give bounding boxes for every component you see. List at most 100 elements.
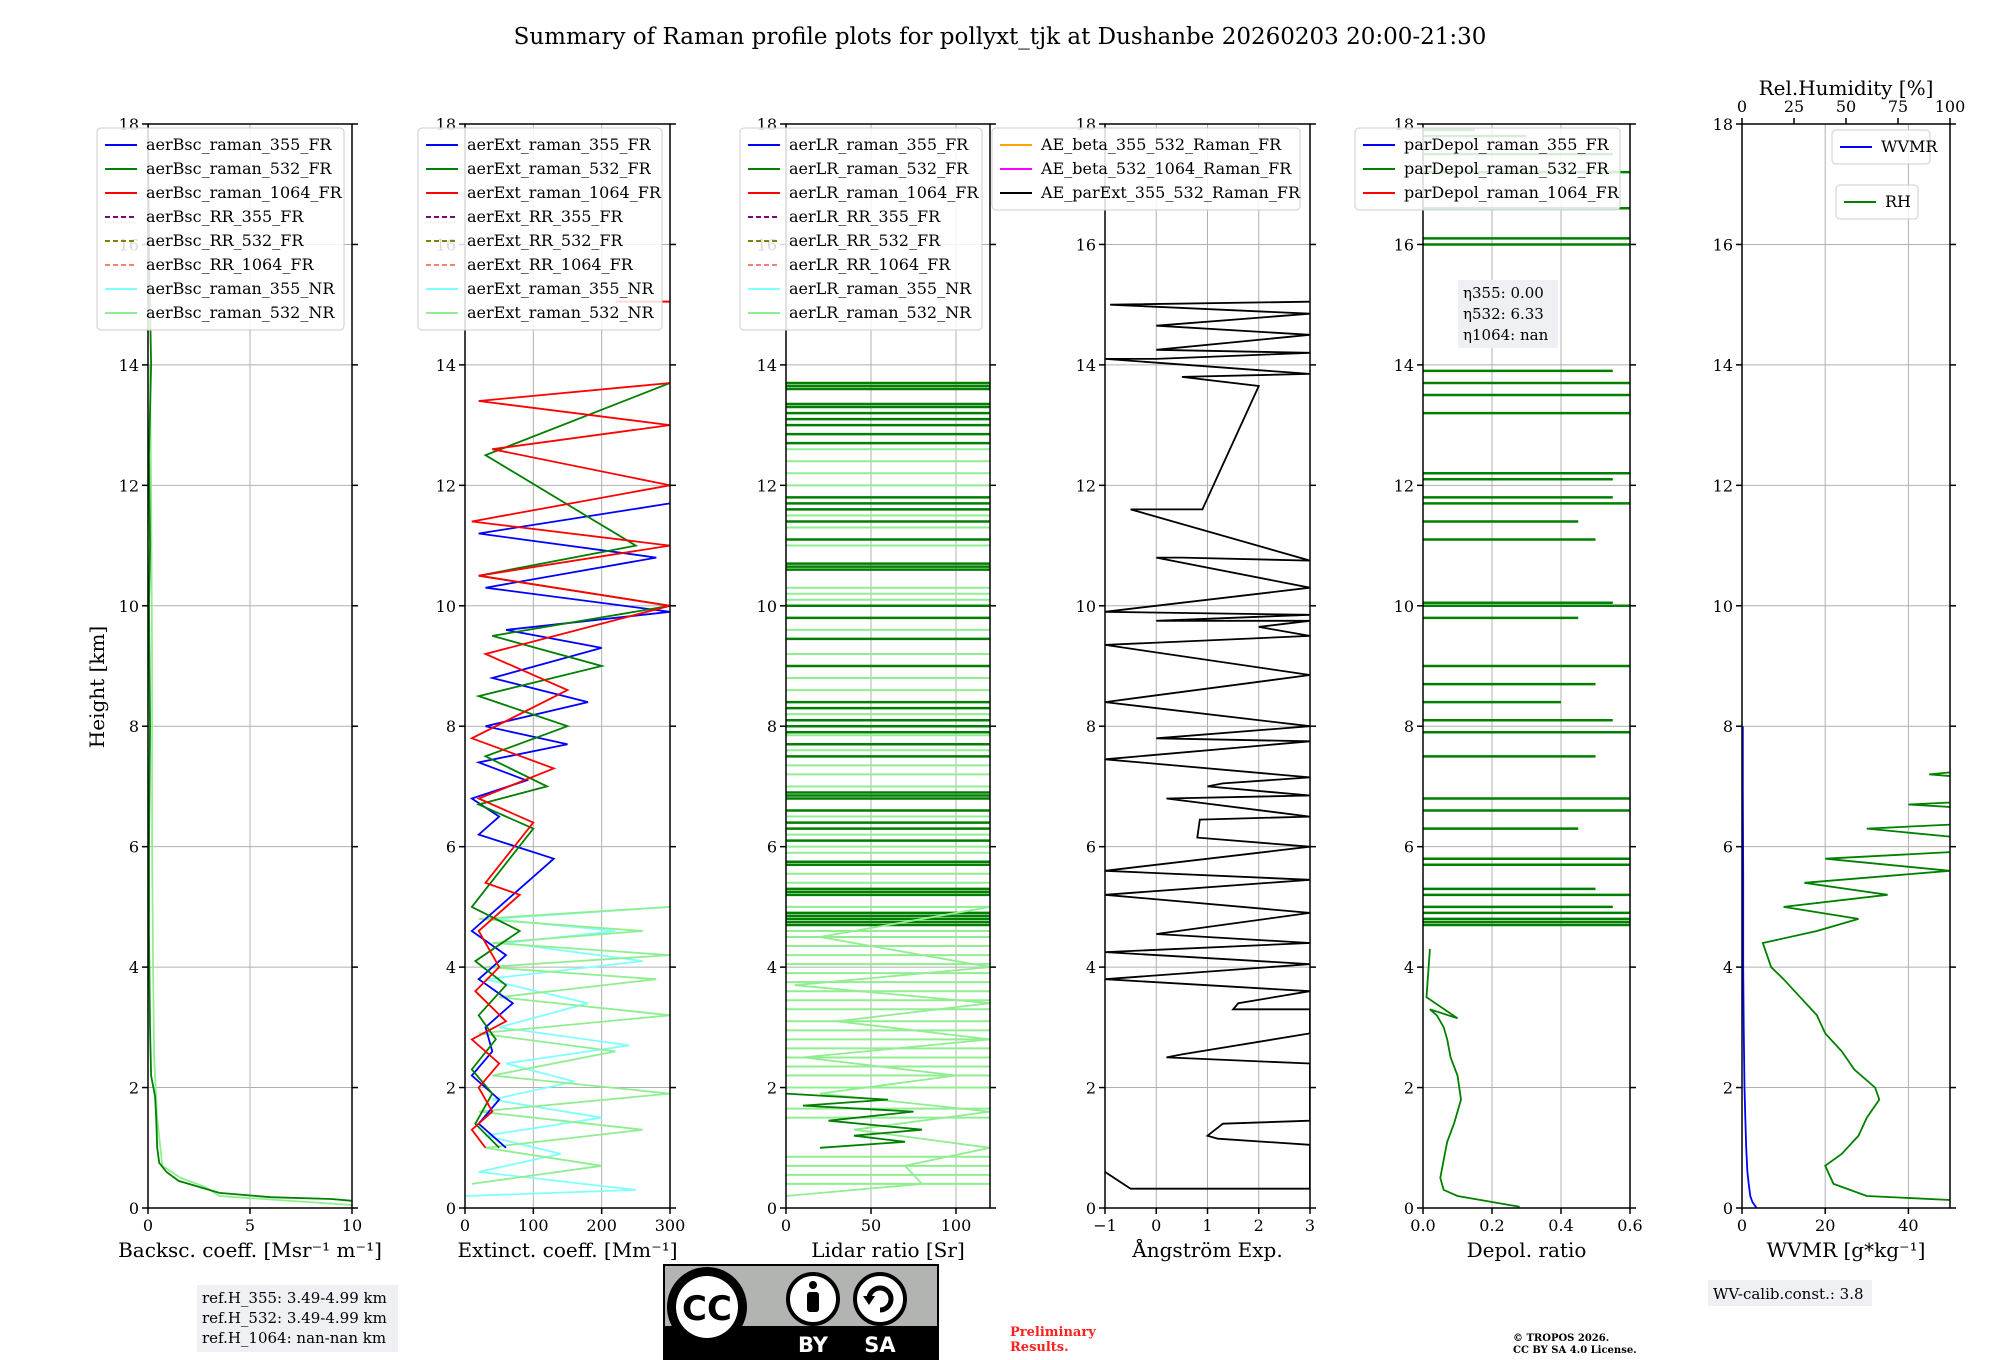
ytick-label: 6 [1086,838,1096,857]
top-axis-label: Rel.Humidity [%] [1759,76,1934,100]
ytick-label: 14 [119,356,139,375]
ytick-label: 6 [1404,838,1414,857]
eta-box: η355: 0.00 η532: 6.33 η1064: nan [1458,280,1558,348]
legend-entry: AE_beta_355_532_Raman_FR [1040,135,1282,154]
xtick-label: 0 [143,1216,153,1235]
legend-entry: aerExt_raman_532_NR [467,303,655,322]
figure-title: Summary of Raman profile plots for polly… [514,24,1487,50]
xaxis-label-ext: Extinct. coeff. [Mm⁻¹] [457,1238,677,1262]
series-aerExt_raman_355_FR [469,502,670,1149]
legend-entry: AE_beta_532_1064_Raman_FR [1040,159,1292,178]
panel-bsc: 0246810121416180510Backsc. coeff. [Msr⁻¹… [96,115,398,1352]
cc-icon-text: CC [682,1289,732,1329]
panel-ext: 0246810121416180100200300Extinct. coeff.… [417,115,685,1262]
ytick-label: 0 [1086,1199,1096,1218]
xtick-label: −1 [1093,1216,1117,1235]
plot-area-bsc [148,124,352,1206]
xtick-label: 0 [460,1216,470,1235]
legend-entry: aerLR_raman_532_FR [789,159,969,178]
ytick-label: 10 [119,597,139,616]
plot-area-wv [1742,726,1950,1208]
ytick-label: 2 [129,1079,139,1098]
legend-entry: aerLR_RR_355_FR [789,207,941,226]
ytick-label: 8 [1086,717,1096,736]
ytick-label: 4 [1404,958,1414,977]
eta-value: η1064: nan [1463,326,1549,344]
legend-entry: aerBsc_raman_355_FR [146,135,332,154]
ytick-label: 4 [1723,958,1733,977]
legend-entry: aerBsc_raman_1064_FR [146,183,343,202]
legend-entry: aerExt_raman_532_FR [467,159,652,178]
ytick-label: 16 [1394,235,1414,254]
series-aerExt_raman_532_NR [471,906,670,1185]
y-axis-label: Height [km] [85,626,109,748]
copyright-line2: CC BY SA 4.0 License. [1513,1345,1637,1356]
reference-height-box: ref.H_355: 3.49-4.99 km ref.H_532: 3.49-4… [197,1285,398,1352]
ytick-label: 0 [129,1199,139,1218]
ytick-label: 4 [129,958,139,977]
xtick-label: 40 [1898,1216,1918,1235]
cc-sa-label: SA [864,1333,896,1357]
ytick-label: 4 [1086,958,1096,977]
xaxis-label-bsc: Backsc. coeff. [Msr⁻¹ m⁻¹] [118,1238,382,1262]
ytick-label: 2 [1086,1079,1096,1098]
series-aerExt_raman_355_NR [465,906,670,1197]
annotation-bg [197,1285,398,1352]
top-xtick-label: 25 [1784,97,1804,116]
legend-entry: aerBsc_RR_532_FR [146,231,304,250]
ytick-label: 14 [757,356,777,375]
preliminary-results-line2: Results. [1010,1340,1069,1355]
ytick-label: 14 [1076,356,1096,375]
ytick-label: 10 [1076,597,1096,616]
annotation-bg [1458,280,1558,348]
ytick-label: 6 [129,838,139,857]
xaxis-label-wv: WVMR [g*kg⁻¹] [1767,1238,1926,1262]
legend-rh: RH [1835,184,1919,220]
xtick-label: 50 [861,1216,881,1235]
ytick-label: 12 [436,476,456,495]
series-RH [1761,771,1950,1201]
series-aerExt_raman_532_FR [470,382,670,1149]
xtick-label: 0 [781,1216,791,1235]
axes-frame [464,123,671,1209]
ytick-label: 12 [1713,476,1733,495]
ytick-label: 6 [767,838,777,857]
series-parDepol_raman_532_FR [1425,948,1520,1208]
ytick-label: 8 [1723,717,1733,736]
ytick-label: 0 [1404,1199,1414,1218]
xtick-label: 0 [1151,1216,1161,1235]
ytick-label: 10 [1713,597,1733,616]
legend-box [1831,129,1931,165]
xtick-label: 20 [1815,1216,1835,1235]
xtick-label: 100 [518,1216,549,1235]
legend-box [96,127,345,331]
ytick-label: 16 [1076,235,1096,254]
ytick-label: 0 [767,1199,777,1218]
ytick-label: 14 [1713,356,1733,375]
legend-box [417,127,663,331]
eta-value: η355: 0.00 [1463,284,1544,302]
legend-entry: aerExt_raman_1064_FR [467,183,662,202]
ytick-label: 2 [446,1079,456,1098]
axes-frame [1422,123,1631,1209]
legend-entry: aerBsc_raman_355_NR [146,279,335,298]
top-xtick-label: 100 [1935,97,1966,116]
legend-entry: aerLR_raman_532_NR [789,303,972,322]
legend-entry: AE_parExt_355_532_Raman_FR [1040,183,1301,202]
ytick-label: 12 [1076,476,1096,495]
xtick-label: 100 [941,1216,972,1235]
legend-entry: aerLR_raman_1064_FR [789,183,979,202]
legend-bsc: aerBsc_raman_355_FR aerBsc_raman_532_FRae… [96,127,345,331]
legend-entry: parDepol_raman_532_FR [1404,159,1610,178]
ytick-label: 12 [1394,476,1414,495]
xtick-label: 10 [342,1216,362,1235]
series-aerLR_raman_532_NR [786,906,990,1197]
ytick-label: 6 [1723,838,1733,857]
ytick-label: 8 [767,717,777,736]
preliminary-results-line1: Preliminary [1010,1325,1096,1340]
axes-frame [785,123,991,1209]
share-alike-icon [853,1272,907,1326]
legend-entry: aerBsc_RR_355_FR [146,207,304,226]
